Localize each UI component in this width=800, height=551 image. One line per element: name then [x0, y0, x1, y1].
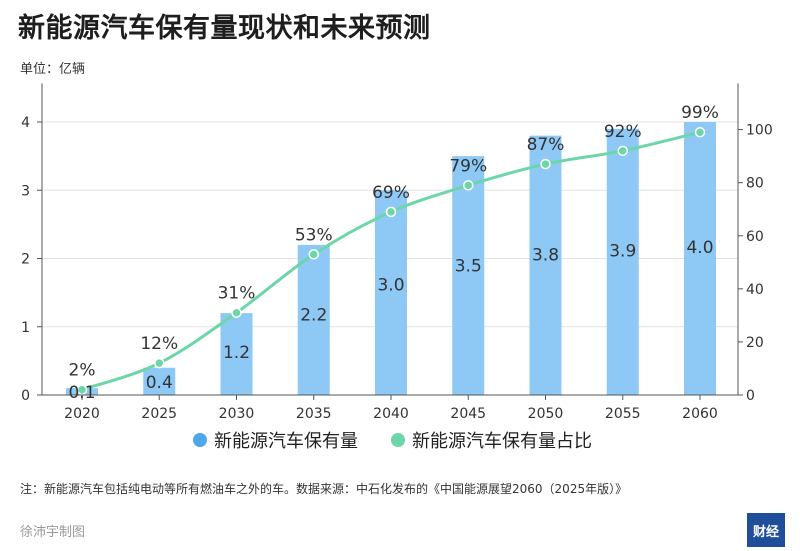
x-tick-label: 2030	[219, 406, 255, 422]
bar	[143, 367, 176, 395]
ratio-value-label: 99%	[681, 103, 719, 123]
legend-label: 新能源汽车保有量占比	[412, 431, 592, 452]
x-tick-label: 2025	[141, 406, 177, 422]
legend-marker	[391, 433, 405, 447]
credit-text: 徐沛宇制图	[20, 525, 86, 540]
ratio-point	[463, 180, 474, 191]
chart-title: 新能源汽车保有量现状和未来预测	[18, 13, 431, 44]
left-tick-label: 0	[21, 388, 30, 404]
ratio-point	[694, 126, 706, 138]
ratio-value-label: 92%	[604, 122, 642, 142]
bars	[66, 122, 716, 395]
bar-value-label: 3.8	[532, 245, 559, 265]
publisher-logo: 财经	[747, 513, 785, 547]
left-tick-label: 1	[21, 320, 30, 336]
x-tick-label: 2055	[605, 406, 641, 422]
right-tick-label: 40	[746, 282, 764, 298]
bar-value-label: 1.2	[223, 343, 250, 363]
ratio-point	[617, 145, 628, 157]
x-tick-label: 2040	[373, 406, 409, 422]
x-tick-label: 2035	[296, 406, 332, 422]
right-tick-label: 100	[746, 123, 773, 139]
ratio-point	[76, 384, 88, 395]
ratio-value-label: 2%	[69, 361, 96, 381]
bar	[606, 128, 639, 395]
bar	[452, 156, 485, 395]
bar-value-label: 3.0	[377, 275, 404, 295]
bar	[220, 313, 253, 395]
x-tick-label: 2045	[450, 406, 486, 422]
bar	[297, 244, 330, 395]
ratio-point	[540, 158, 551, 170]
ratio-value-label: 53%	[295, 225, 333, 245]
data-labels: 0.1 0.4 1.2 2.2 3.0 3.5 3.8 3.9 4.0 2% 12% 31% 53% 69…	[68, 103, 718, 403]
left-tick-label: 3	[21, 183, 30, 199]
x-tick-label: 2020	[64, 406, 100, 422]
bar-value-label: 4.0	[686, 238, 713, 258]
ratio-point	[231, 307, 242, 318]
bar-value-label: 2.2	[300, 305, 327, 325]
right-tick-label: 0	[746, 388, 755, 404]
ratio-point	[385, 206, 397, 218]
right-tick-label: 80	[746, 176, 764, 192]
right-tick-label: 20	[746, 335, 764, 351]
unit-label: 单位：亿辆	[20, 62, 86, 77]
left-tick-label: 4	[21, 115, 30, 131]
right-tick-label: 60	[746, 229, 764, 245]
left-tick-label: 2	[21, 252, 30, 268]
legend: 新能源汽车保有量 新能源汽车保有量占比	[193, 431, 592, 452]
ratio-value-label: 79%	[449, 156, 487, 176]
bar	[684, 122, 716, 395]
bar	[375, 190, 407, 395]
legend-marker	[193, 433, 207, 447]
ratio-point	[308, 249, 319, 260]
footnote: 注：新能源汽车包括纯电动等所有燃油车之外的车。数据来源：中石化发布的《中国能源展…	[20, 482, 628, 496]
ratio-value-label: 87%	[527, 135, 565, 155]
legend-label: 新能源汽车保有量	[214, 431, 358, 452]
bar-value-label: 0.4	[146, 373, 173, 393]
x-tick-label: 2060	[682, 406, 718, 422]
bar-value-label: 0.1	[68, 383, 95, 403]
bar-value-label: 3.9	[609, 242, 636, 262]
ratio-value-label: 69%	[372, 183, 410, 203]
x-tick-label: 2050	[528, 406, 564, 422]
ratio-value-label: 12%	[140, 334, 178, 354]
bar-value-label: 3.5	[455, 257, 482, 277]
ratio-value-label: 31%	[218, 284, 256, 304]
ratio-point	[154, 357, 165, 369]
bar	[529, 135, 562, 395]
ratio-line	[76, 126, 706, 395]
